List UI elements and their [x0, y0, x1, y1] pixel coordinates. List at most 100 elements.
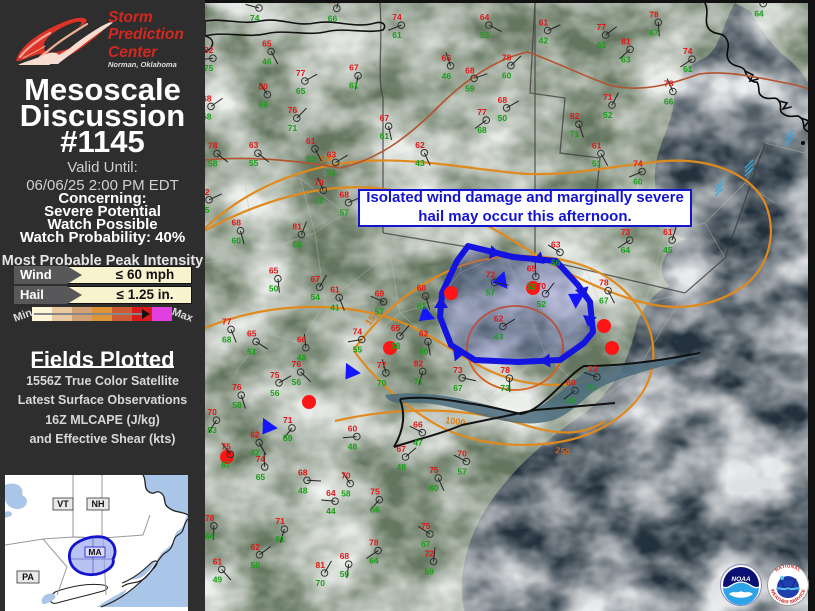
svg-text:78: 78: [369, 538, 379, 548]
svg-text:78: 78: [500, 365, 510, 375]
svg-text:68: 68: [477, 125, 487, 135]
svg-text:79: 79: [314, 177, 324, 187]
svg-text:75: 75: [421, 521, 431, 531]
svg-text:50: 50: [498, 113, 508, 123]
svg-text:71: 71: [603, 92, 613, 102]
svg-text:69: 69: [258, 100, 268, 110]
svg-text:NOAA: NOAA: [731, 576, 750, 583]
svg-text:71: 71: [283, 415, 293, 425]
svg-text:67: 67: [311, 274, 321, 284]
svg-text:65: 65: [269, 266, 279, 276]
svg-text:77: 77: [477, 107, 487, 117]
svg-text:70: 70: [457, 449, 467, 459]
svg-text:58: 58: [232, 400, 242, 410]
svg-text:61: 61: [213, 556, 223, 566]
svg-text:55: 55: [249, 158, 259, 168]
svg-text:48: 48: [298, 485, 308, 495]
svg-text:64: 64: [369, 556, 379, 566]
svg-text:46: 46: [442, 71, 452, 81]
svg-text:74: 74: [353, 327, 363, 337]
svg-text:61: 61: [663, 227, 673, 237]
svg-text:68: 68: [340, 190, 350, 200]
svg-text:67: 67: [221, 459, 231, 469]
svg-text:65: 65: [262, 39, 272, 49]
svg-text:VT: VT: [57, 499, 69, 509]
svg-text:62: 62: [415, 140, 425, 150]
svg-text:76: 76: [232, 382, 242, 392]
svg-text:49: 49: [213, 574, 223, 584]
svg-text:58: 58: [391, 341, 401, 351]
svg-text:72: 72: [486, 269, 496, 279]
svg-text:69: 69: [375, 289, 385, 299]
svg-text:75: 75: [429, 465, 439, 475]
svg-text:58: 58: [341, 489, 351, 499]
svg-text:62: 62: [205, 187, 210, 197]
svg-text:58: 58: [208, 159, 218, 169]
svg-text:63: 63: [597, 40, 607, 50]
svg-text:63: 63: [621, 54, 631, 64]
svg-text:76: 76: [288, 105, 298, 115]
svg-text:71: 71: [414, 376, 424, 386]
svg-text:50: 50: [269, 284, 279, 294]
svg-text:67: 67: [380, 113, 390, 123]
svg-text:78: 78: [502, 53, 512, 63]
svg-text:44: 44: [326, 506, 336, 516]
svg-text:67: 67: [649, 27, 659, 37]
svg-text:61: 61: [306, 136, 316, 146]
svg-text:62: 62: [250, 430, 260, 440]
svg-text:72: 72: [425, 549, 435, 559]
svg-text:77: 77: [296, 68, 306, 78]
svg-text:68: 68: [498, 95, 508, 105]
svg-text:77: 77: [222, 316, 232, 326]
svg-text:71: 71: [570, 129, 580, 139]
svg-text:73: 73: [453, 365, 463, 375]
svg-text:67: 67: [397, 444, 407, 454]
svg-text:56: 56: [292, 377, 302, 387]
svg-text:43: 43: [494, 332, 504, 342]
svg-text:52: 52: [527, 282, 537, 292]
svg-text:61: 61: [683, 64, 693, 74]
svg-text:61: 61: [275, 534, 285, 544]
svg-text:80: 80: [258, 82, 268, 92]
svg-text:78: 78: [208, 141, 218, 151]
svg-text:62: 62: [251, 542, 261, 552]
svg-text:61: 61: [539, 18, 549, 28]
svg-text:63: 63: [551, 239, 561, 249]
svg-text:62: 62: [419, 329, 429, 339]
svg-text:68: 68: [298, 467, 308, 477]
svg-text:61: 61: [349, 81, 359, 91]
svg-text:82: 82: [205, 45, 214, 55]
svg-text:72: 72: [314, 195, 324, 205]
svg-text:51: 51: [247, 347, 257, 357]
svg-text:81: 81: [292, 222, 302, 232]
svg-text:67: 67: [349, 63, 359, 73]
svg-text:55: 55: [353, 345, 363, 355]
svg-text:66: 66: [297, 335, 307, 345]
svg-text:74: 74: [392, 12, 402, 22]
svg-text:64: 64: [326, 488, 336, 498]
svg-text:73: 73: [588, 364, 598, 374]
svg-text:74: 74: [250, 13, 260, 23]
svg-text:71: 71: [288, 123, 298, 133]
svg-text:78: 78: [649, 9, 659, 19]
svg-text:67: 67: [599, 296, 609, 306]
svg-text:61: 61: [380, 131, 390, 141]
svg-text:PA: PA: [22, 572, 34, 582]
svg-text:60: 60: [566, 378, 576, 388]
svg-text:73: 73: [621, 227, 631, 237]
svg-text:65: 65: [296, 86, 306, 96]
svg-text:73: 73: [500, 383, 510, 393]
svg-text:77: 77: [597, 22, 607, 32]
svg-text:62: 62: [494, 314, 504, 324]
svg-text:56: 56: [270, 388, 280, 398]
svg-text:75: 75: [270, 370, 280, 380]
svg-text:61: 61: [392, 30, 402, 40]
svg-text:47: 47: [413, 438, 423, 448]
svg-text:53: 53: [480, 30, 490, 40]
svg-text:58: 58: [205, 111, 212, 121]
svg-text:78: 78: [599, 278, 609, 288]
svg-text:60: 60: [429, 483, 439, 493]
svg-text:59: 59: [340, 569, 350, 579]
svg-text:77: 77: [328, 3, 338, 5]
svg-text:46: 46: [262, 57, 272, 67]
